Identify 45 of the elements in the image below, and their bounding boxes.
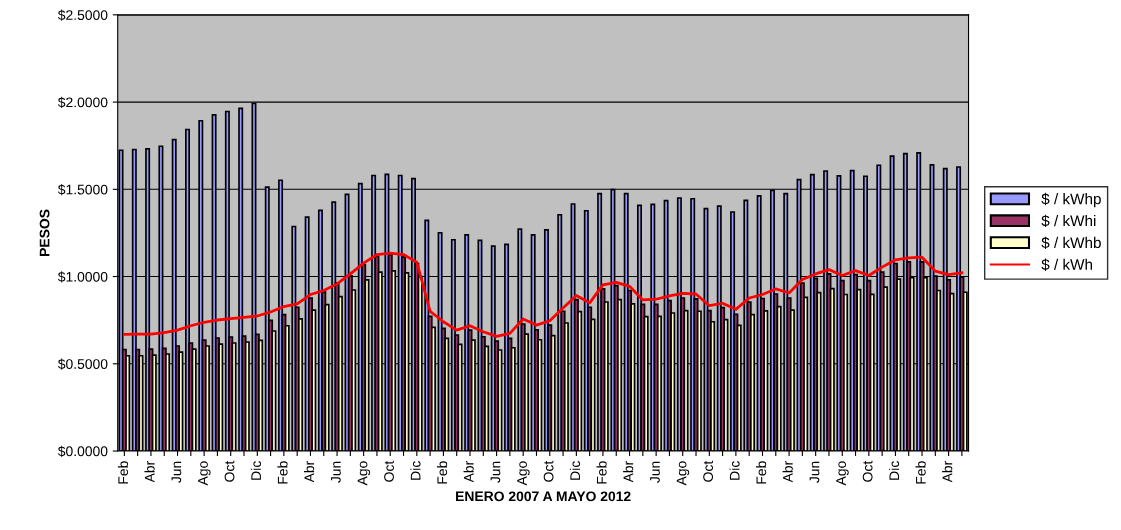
x-tick-label: Ago (676, 461, 690, 486)
x-tick-label: Abr (144, 460, 155, 483)
x-tick-label: Abr (623, 460, 634, 483)
x-tick-label: Ago (836, 461, 849, 486)
x-tick-label: Feb (436, 461, 448, 484)
x-tick-label: Abr (782, 460, 793, 483)
x-tick-label: Oct (543, 460, 554, 482)
x-tick-label: Dic (729, 461, 740, 480)
y-tick-label: $0.5000 (57, 358, 108, 370)
x-tick-label: Abr (304, 460, 315, 483)
y-tick-label: $2.5000 (57, 9, 108, 21)
x-tick-label: Ago (357, 461, 371, 486)
legend-label: $ / kWhi (1041, 214, 1096, 228)
y-axis-title: PESOS (39, 209, 50, 256)
x-tick-label: Oct (384, 460, 394, 482)
x-tick-label: Feb (756, 461, 767, 484)
x-tick-label: Oct (224, 460, 235, 482)
x-tick-label: Feb (596, 461, 607, 484)
line-series (122, 251, 964, 338)
x-tick-label: Ago (198, 461, 211, 486)
x-tick-label: Oct (862, 460, 873, 482)
x-tick-label: Oct (703, 460, 714, 482)
x-axis-title: ENERO 2007 A MAYO 2012 (456, 491, 631, 502)
x-tick-label: Jun (331, 461, 341, 483)
y-tick-label: $1.0000 (57, 271, 108, 283)
x-tick-label: Jun (171, 461, 182, 483)
x-tick-label: Abr (942, 460, 953, 483)
x-tick-label: Ago (517, 461, 530, 486)
x-tick-label: Dic (569, 461, 581, 480)
x-tick-label: Jun (809, 461, 820, 483)
legend-label: $ / kWhb (1041, 236, 1101, 250)
x-tick-label: Jun (650, 461, 660, 483)
x-tick-label: Feb (277, 461, 288, 484)
y-tick-label: $1.5000 (57, 184, 108, 196)
y-tick-label: $0.0000 (57, 445, 108, 458)
x-tick-label: Dic (250, 461, 262, 480)
legend-label: $ / kWh (1041, 258, 1093, 271)
x-tick-label: Feb (117, 461, 129, 484)
x-tick-label: Abr (463, 460, 474, 483)
x-tick-label: Jun (490, 461, 501, 483)
y-tick-label: $2.0000 (57, 96, 108, 109)
x-tick-label: Dic (888, 461, 900, 480)
legend-label: $ / kWhp (1041, 192, 1101, 208)
x-tick-label: Feb (915, 461, 926, 484)
x-tick-label: Dic (410, 461, 421, 480)
